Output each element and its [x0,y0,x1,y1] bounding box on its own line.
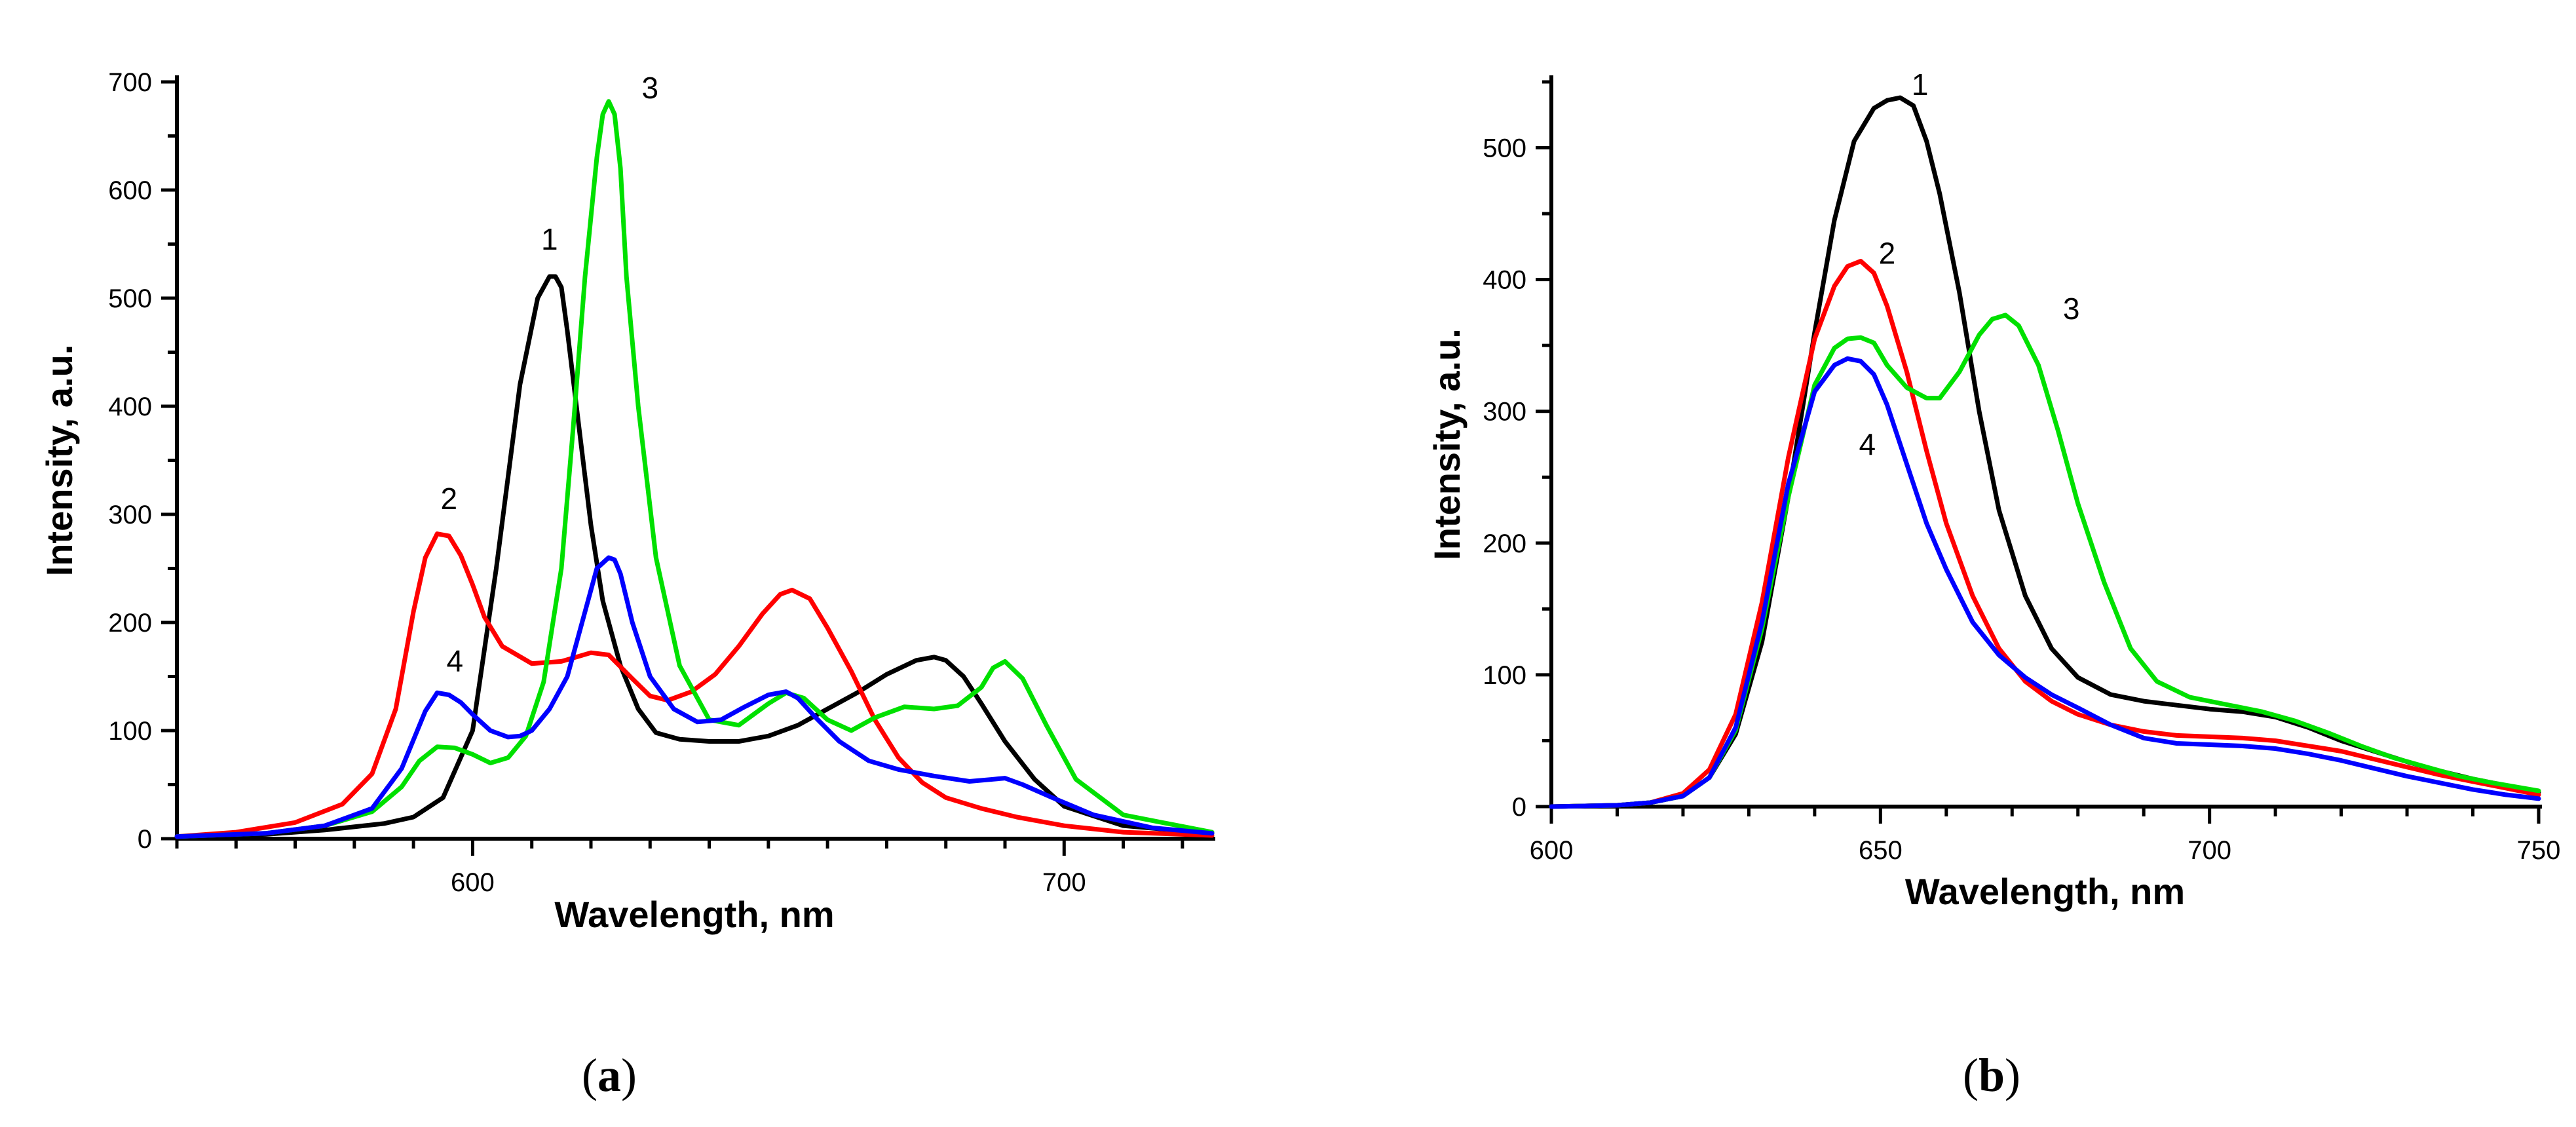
chart-a-x-tick-label: 700 [1042,868,1086,897]
chart-b-series-1-line [1549,95,2541,809]
chart-a-curve-label-4: 4 [447,643,464,678]
chart-b-panel-label: (b) [1963,1049,2020,1101]
chart-b-y-tick-label: 100 [1483,661,1526,690]
chart-b-y-tick-label: 0 [1512,793,1526,822]
chart-a-curve-label-1: 1 [541,222,558,256]
chart-b-x-tick-label: 700 [2188,836,2231,865]
chart-a-y-tick-label: 500 [108,284,152,313]
chart-a-series-1-line [174,274,1215,839]
chart-b-x-tick-label: 650 [1859,836,1903,865]
chart-b-y-tick-label: 200 [1483,529,1526,558]
chart-b-curve-label-2: 2 [1879,237,1896,271]
chart-a-y-tick-label: 200 [108,609,152,638]
chart-b-y-tick-label: 400 [1483,266,1526,295]
chart-a-y-tick-label: 600 [108,176,152,205]
chart-b-curve-label-3: 3 [2063,292,2080,326]
chart-a-x-tick-label: 600 [451,868,495,897]
chart-a-x-axis-title: Wavelength, nm [554,894,834,935]
chart-b-series-3-line [1549,313,2541,809]
chart-b-y-axis-title: Intensity, a.u. [1426,328,1468,560]
chart-a-y-tick-label: 700 [108,68,152,97]
chart-b-series-2-line [1549,259,2541,809]
chart-a-panel-label: (a) [582,1049,637,1101]
chart-a-y-tick-label: 0 [138,825,152,854]
panel-b: 0 100 200 300 400 500 600 650 700 750 Wavelength, … [1426,67,2560,1101]
chart-b-x-tick-label: 600 [1530,836,1574,865]
chart-a-y-tick-label: 400 [108,392,152,421]
chart-a-curve-label-3: 3 [641,71,658,105]
chart-a-y-tick-label: 300 [108,501,152,529]
chart-b-y-tick-label: 300 [1483,398,1526,427]
chart-a-series-3-line [174,99,1215,839]
chart-b-series-4-line [1549,356,2541,809]
chart-b-y-tick-label: 500 [1483,134,1526,163]
chart-b-curve-label-1: 1 [1912,67,1929,102]
chart-b-x-axis-title: Wavelength, nm [1905,871,2185,912]
chart-a-curve-label-2: 2 [441,482,458,516]
chart-a-y-tick-label: 100 [108,717,152,746]
chart-a-series-2-line [174,531,1215,839]
panel-a: 0 100 200 300 400 500 600 700 600 700 Wavelength, … [39,68,1215,1101]
chart-b-curve-label-4: 4 [1859,427,1876,461]
chart-a-series-4-line [174,555,1215,839]
chart-a-y-axis-title: Intensity, a.u. [39,345,80,577]
chart-b-x-tick-label: 750 [2517,836,2561,865]
